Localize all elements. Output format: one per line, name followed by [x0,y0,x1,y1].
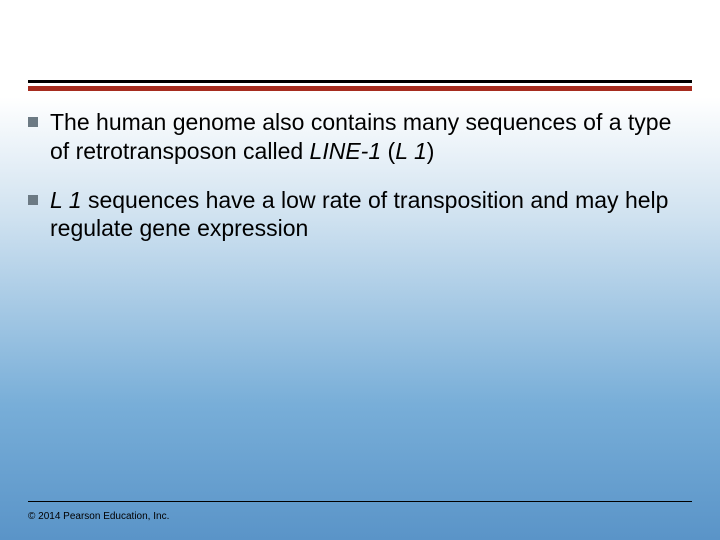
bottom-divider [28,501,692,502]
bullet-item: The human genome also contains many sequ… [28,108,692,166]
bullet-item: L 1 sequences have a low rate of transpo… [28,186,692,244]
bullet-text: The human genome also contains many sequ… [50,108,692,166]
bullet-text: L 1 sequences have a low rate of transpo… [50,186,692,244]
slide-content: The human genome also contains many sequ… [28,108,692,263]
top-divider [28,80,692,83]
accent-divider [28,86,692,91]
copyright-text: © 2014 Pearson Education, Inc. [28,511,169,522]
bullet-square-icon [28,195,38,205]
bullet-square-icon [28,117,38,127]
